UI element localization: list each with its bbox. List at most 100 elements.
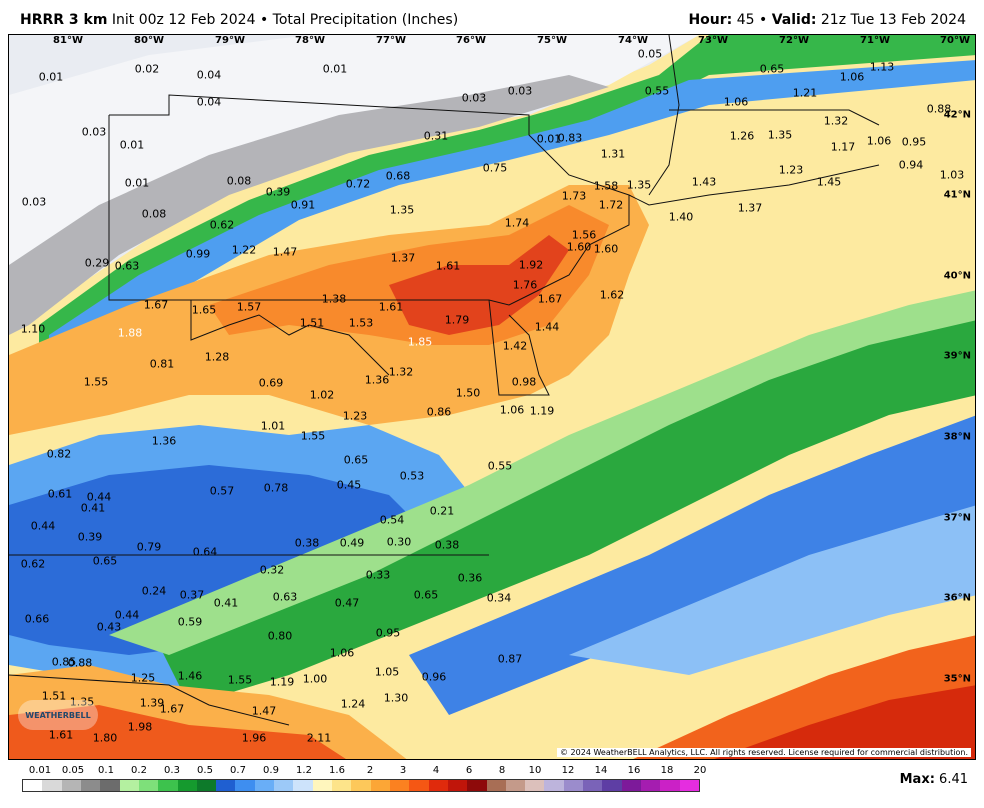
legend-swatch — [602, 780, 622, 791]
precip-value-label: 0.37 — [179, 588, 205, 602]
legend-swatch — [505, 780, 526, 791]
legend-value: 1.6 — [329, 765, 345, 776]
precip-value-label: 1.36 — [364, 373, 390, 387]
precip-value-label: 1.10 — [20, 322, 46, 336]
precip-value-label: 1.45 — [816, 175, 842, 189]
precip-value-label: 0.85 — [51, 655, 77, 669]
legend-swatch — [42, 780, 62, 791]
precip-value-label: 0.57 — [209, 484, 235, 498]
max-number: 6.41 — [939, 772, 968, 787]
legend-swatch — [119, 780, 139, 791]
lon-tick: 76°W — [456, 35, 486, 46]
precip-value-label: 0.55 — [644, 84, 670, 98]
precip-value-label: 1.56 — [571, 228, 597, 242]
legend-swatch — [100, 780, 120, 791]
precip-value-label: 1.32 — [388, 365, 414, 379]
lon-tick: 70°W — [940, 35, 970, 46]
legend-value: 0.7 — [230, 765, 246, 776]
precip-value-label: 1.38 — [321, 292, 347, 306]
legend-swatch — [583, 780, 603, 791]
legend-swatch — [447, 780, 468, 791]
legend-swatch — [563, 780, 584, 791]
lon-tick: 73°W — [698, 35, 728, 46]
legend-value: 3 — [399, 765, 407, 776]
max-value: Max: 6.41 — [900, 772, 968, 787]
legend-swatch — [486, 780, 506, 791]
legend-value: 1.2 — [296, 765, 312, 776]
precip-value-label: 0.03 — [21, 195, 47, 209]
precip-value-label: 1.35 — [389, 203, 415, 217]
precip-value-label: 1.31 — [600, 147, 626, 161]
legend-swatch — [235, 780, 255, 791]
precip-value-label: 0.80 — [267, 629, 293, 643]
precip-value-label: 0.24 — [141, 584, 167, 598]
lon-tick: 71°W — [860, 35, 890, 46]
precip-value-label: 0.38 — [294, 536, 320, 550]
legend-value: 0.1 — [98, 765, 114, 776]
precip-value-label: 1.22 — [231, 243, 257, 257]
precip-value-label: 0.63 — [272, 590, 298, 604]
precip-value-label: 0.68 — [385, 169, 411, 183]
precip-value-label: 1.79 — [444, 313, 470, 327]
legend-swatch — [80, 780, 101, 791]
legend-value: 20 — [693, 765, 707, 776]
precip-value-label: 1.23 — [342, 409, 368, 423]
precip-value-label: 0.62 — [209, 218, 235, 232]
legend-swatch — [428, 780, 448, 791]
lat-tick: 39°N — [943, 350, 971, 362]
precip-value-label: 0.29 — [84, 256, 110, 270]
precip-value-label: 0.79 — [136, 540, 162, 554]
legend-swatch — [351, 780, 371, 791]
precip-value-label: 1.67 — [537, 292, 563, 306]
legend-swatch — [23, 780, 43, 791]
legend-swatch — [254, 780, 275, 791]
precip-value-label: 1.88 — [117, 326, 143, 340]
legend-colorbar — [22, 779, 700, 792]
precip-value-label: 1.01 — [260, 419, 286, 433]
legend-value: 8 — [498, 765, 506, 776]
precip-value-label: 0.53 — [399, 469, 425, 483]
precip-value-label: 1.92 — [518, 258, 544, 272]
precip-value-label: 1.05 — [374, 665, 400, 679]
precip-value-label: 1.46 — [177, 669, 203, 683]
precip-value-label: 1.55 — [83, 375, 109, 389]
precip-value-label: 1.23 — [778, 163, 804, 177]
legend-swatch — [525, 780, 545, 791]
legend-swatch — [177, 780, 197, 791]
precip-value-label: 0.44 — [114, 608, 140, 622]
header-bullet: • — [259, 12, 269, 28]
precip-value-label: 0.63 — [114, 259, 140, 273]
legend-value: 16 — [627, 765, 641, 776]
precip-value-label: 1.51 — [299, 316, 325, 330]
legend-swatch — [679, 780, 699, 791]
legend-value: 0.2 — [131, 765, 147, 776]
precip-value-label: 0.94 — [898, 158, 924, 172]
precip-value-label: 0.01 — [38, 70, 64, 84]
precip-value-label: 0.65 — [92, 554, 118, 568]
precip-value-label: 0.31 — [423, 129, 449, 143]
precip-value-label: 0.01 — [536, 132, 562, 146]
legend-value: 12 — [561, 765, 575, 776]
precip-value-label: 0.33 — [365, 568, 391, 582]
precip-value-label: 1.98 — [127, 720, 153, 734]
header-valid: Hour: 45 • Valid: 21z Tue 13 Feb 2024 — [688, 12, 966, 28]
legend-swatch — [409, 780, 429, 791]
max-label: Max: — [899, 772, 935, 787]
precip-value-label: 1.30 — [383, 691, 409, 705]
precip-value-label: 1.58 — [593, 179, 619, 193]
precip-value-label: 1.80 — [92, 731, 118, 745]
precip-value-label: 0.95 — [375, 626, 401, 640]
precip-value-label: 0.44 — [30, 519, 56, 533]
precip-value-label: 1.55 — [227, 673, 253, 687]
legend-value: 6 — [465, 765, 473, 776]
precip-value-label: 1.47 — [272, 245, 298, 259]
precip-value-label: 0.47 — [334, 596, 360, 610]
lon-tick: 72°W — [779, 35, 809, 46]
legend-swatch — [138, 780, 159, 791]
precip-value-label: 0.43 — [96, 620, 122, 634]
legend-swatch — [370, 780, 390, 791]
precip-value-label: 1.35 — [626, 178, 652, 192]
precip-value-label: 0.66 — [24, 612, 50, 626]
color-legend: 0.01 0.05 0.1 0.2 0.3 0.5 0.7 0.9 1.2 1.6 2 3 4 6 8 10 1… — [22, 765, 706, 795]
lat-tick: 42°N — [943, 109, 971, 121]
